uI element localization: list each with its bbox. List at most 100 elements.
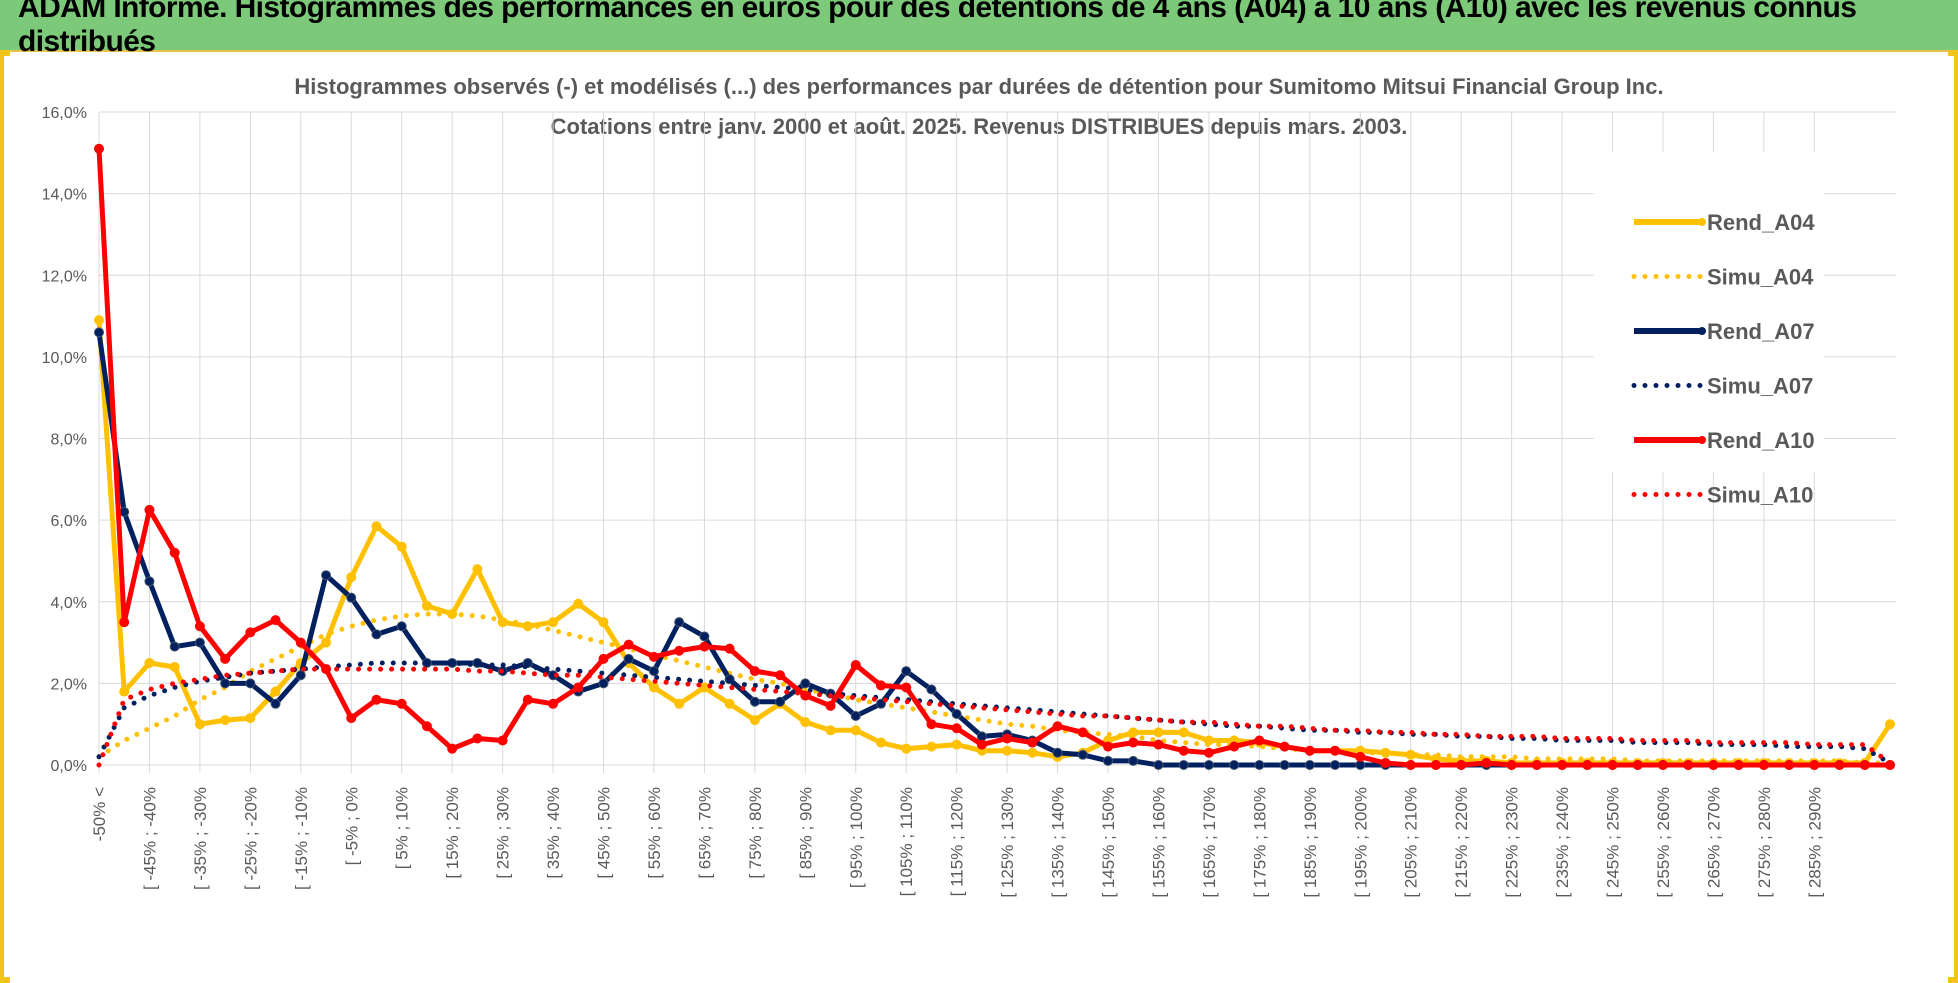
data-point-Rend_A07 <box>1254 760 1265 770</box>
chart-title: Histogrammes observés (-) et modélisés (… <box>294 74 1663 99</box>
x-tick-label: [ -15% ; -10% <box>292 787 311 890</box>
x-tick-label: [ 215% ; 220% <box>1452 787 1471 898</box>
data-point-Rend_A10 <box>926 719 937 730</box>
data-point-Rend_A10 <box>951 723 962 734</box>
data-point-Rend_A10 <box>447 743 458 754</box>
x-tick-label: [ 285% ; 290% <box>1805 787 1824 898</box>
series-line-Simu_A04 <box>96 611 1893 766</box>
data-point-Rend_A10 <box>1481 757 1492 768</box>
data-point-Rend_A04 <box>94 315 104 326</box>
y-tick-label: 10,0% <box>42 350 87 367</box>
data-point-Rend_A07 <box>1330 760 1341 770</box>
data-point-Rend_A07 <box>220 678 231 689</box>
data-point-Rend_A07 <box>346 592 357 603</box>
data-point-Rend_A04 <box>749 715 760 726</box>
data-point-Rend_A10 <box>875 680 886 691</box>
report-banner: ADAM Informe. Histogrammes des performan… <box>0 0 1958 58</box>
data-point-Rend_A04 <box>724 698 735 709</box>
x-tick-label: [ 135% ; 140% <box>1049 787 1068 898</box>
data-point-Rend_A07 <box>623 653 634 664</box>
data-point-Rend_A07 <box>674 617 685 628</box>
data-point-Rend_A04 <box>674 698 685 709</box>
data-point-Rend_A04 <box>270 686 281 697</box>
data-point-Rend_A10 <box>648 651 659 662</box>
x-tick-label: [ 255% ; 260% <box>1654 787 1673 898</box>
data-point-Rend_A07 <box>926 684 937 695</box>
legend-label: Simu_A07 <box>1707 374 1813 399</box>
data-point-Rend_A07 <box>295 670 306 681</box>
data-point-Rend_A04 <box>245 713 256 724</box>
data-point-Rend_A04 <box>421 600 432 611</box>
data-point-Rend_A04 <box>951 739 962 750</box>
x-tick-label: [ -45% ; -40% <box>140 787 159 890</box>
x-tick-label: [ 45% ; 50% <box>595 787 614 879</box>
data-point-Rend_A10 <box>775 670 786 681</box>
data-point-Rend_A10 <box>1405 760 1416 770</box>
data-point-Rend_A10 <box>1582 760 1593 770</box>
data-point-Rend_A04 <box>1178 727 1189 738</box>
data-point-Rend_A04 <box>548 617 559 628</box>
data-point-Rend_A04 <box>472 564 483 575</box>
data-point-Rend_A07 <box>724 674 735 685</box>
data-point-Rend_A10 <box>371 694 382 705</box>
data-point-Rend_A04 <box>648 682 659 693</box>
data-point-Rend_A07 <box>699 631 710 642</box>
data-point-Rend_A10 <box>1304 745 1315 756</box>
data-point-Rend_A04 <box>901 743 912 754</box>
data-point-Rend_A07 <box>1077 749 1088 760</box>
data-point-Rend_A10 <box>220 653 231 664</box>
x-tick-label: [ 25% ; 30% <box>494 787 513 879</box>
data-point-Rend_A04 <box>371 521 382 532</box>
data-point-Rend_A07 <box>875 698 886 709</box>
data-point-Rend_A07 <box>800 678 811 689</box>
data-point-Rend_A04 <box>396 541 407 552</box>
y-tick-label: 16,0% <box>42 105 87 122</box>
data-point-Rend_A10 <box>1229 741 1240 752</box>
data-point-Rend_A04 <box>1885 719 1895 730</box>
data-point-Rend_A07 <box>1052 747 1063 758</box>
data-point-Rend_A10 <box>94 143 104 154</box>
series-line-Simu_A10 <box>96 666 1893 768</box>
x-tick-label: [ -25% ; -20% <box>241 787 260 890</box>
line-chart: Histogrammes observés (-) et modélisés (… <box>42 74 1896 898</box>
x-tick-label: [ 175% ; 180% <box>1250 787 1269 898</box>
data-point-Rend_A07 <box>1178 760 1189 770</box>
x-tick-label: [ 65% ; 70% <box>695 787 714 879</box>
x-tick-label: [ 235% ; 240% <box>1553 787 1572 898</box>
data-point-Rend_A10 <box>1203 747 1214 758</box>
data-point-Rend_A10 <box>749 666 760 677</box>
x-tick-label: [ 15% ; 20% <box>443 787 462 879</box>
x-tick-label: [ 5% ; 10% <box>393 787 412 869</box>
data-point-Rend_A10 <box>169 547 180 558</box>
y-tick-label: 8,0% <box>51 432 87 449</box>
x-tick-label: [ 225% ; 230% <box>1503 787 1522 898</box>
data-point-Rend_A07 <box>901 666 912 677</box>
data-point-Rend_A04 <box>598 617 609 628</box>
data-point-Rend_A10 <box>674 645 685 656</box>
data-point-Rend_A10 <box>699 641 710 652</box>
data-point-Rend_A10 <box>1077 727 1088 738</box>
data-point-Rend_A10 <box>396 698 407 709</box>
data-point-Rend_A04 <box>1153 727 1164 738</box>
y-tick-label: 14,0% <box>42 187 87 204</box>
frame-corner <box>0 977 10 983</box>
data-point-Rend_A10 <box>901 682 912 693</box>
data-point-Rend_A07 <box>1304 760 1315 770</box>
x-tick-label: [ 35% ; 40% <box>544 787 563 879</box>
data-point-Rend_A10 <box>1456 760 1467 770</box>
data-point-Rend_A10 <box>1784 760 1795 770</box>
x-tick-label: [ 275% ; 280% <box>1755 787 1774 898</box>
x-tick-label: [ 145% ; 150% <box>1099 787 1118 898</box>
data-point-Rend_A10 <box>1809 760 1820 770</box>
data-point-Rend_A07 <box>1355 760 1366 770</box>
legend-swatch-marker <box>1698 436 1706 444</box>
data-point-Rend_A07 <box>194 637 205 648</box>
data-point-Rend_A10 <box>1279 741 1290 752</box>
x-tick-label: [ 155% ; 160% <box>1149 787 1168 898</box>
x-tick-label: [ 245% ; 250% <box>1604 787 1623 898</box>
data-point-Rend_A04 <box>875 737 886 748</box>
x-tick-label: -50% < <box>90 787 109 841</box>
data-point-Rend_A10 <box>1557 760 1568 770</box>
data-point-Rend_A04 <box>346 572 357 583</box>
data-point-Rend_A10 <box>1254 735 1265 746</box>
